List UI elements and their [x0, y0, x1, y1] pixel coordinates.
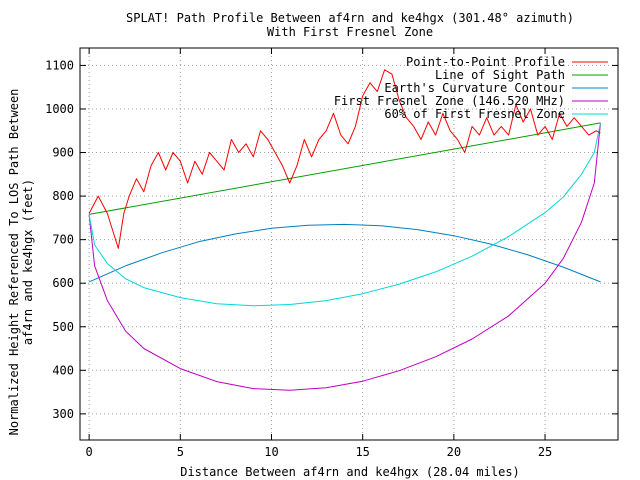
grid	[80, 48, 618, 440]
axis-ticks: 0 5 10 15 20 25 300 400 500 600 700 800 900 1000 1100	[45, 48, 618, 459]
x-tick-label: 10	[264, 445, 278, 459]
series-line-3	[88, 122, 601, 391]
y-tick-label: 300	[52, 407, 74, 421]
series-line-1	[89, 122, 601, 215]
y-axis-label-line2: af4rn and ke4hgx (feet)	[21, 179, 35, 345]
chart-title-line1: SPLAT! Path Profile Between af4rn and ke…	[126, 11, 574, 25]
y-tick-label: 1100	[45, 58, 74, 72]
x-tick-label: 25	[538, 445, 552, 459]
series-line-0	[88, 69, 601, 249]
y-tick-label: 800	[52, 189, 74, 203]
series-line-2	[88, 223, 601, 283]
legend-label: Line of Sight Path	[435, 68, 565, 82]
legend-label: 60% of First Fresnel Zone	[384, 107, 565, 121]
x-tick-label: 20	[447, 445, 461, 459]
y-tick-label: 900	[52, 146, 74, 160]
y-tick-label: 700	[52, 233, 74, 247]
plot-frame	[79, 47, 619, 441]
legend-label: First Fresnel Zone (146.520 MHz)	[334, 94, 565, 108]
legend-label: Earth's Curvature Contour	[384, 81, 565, 95]
x-axis-label: Distance Between af4rn and ke4hgx (28.04…	[180, 465, 520, 479]
x-tick-label: 15	[355, 445, 369, 459]
legend-label: Point-to-Point Profile	[406, 55, 565, 69]
y-tick-label: 600	[52, 276, 74, 290]
chart-title-line2: With First Fresnel Zone	[267, 25, 433, 39]
x-tick-label: 5	[177, 445, 184, 459]
y-tick-label: 500	[52, 320, 74, 334]
y-tick-label: 400	[52, 363, 74, 377]
y-axis-label-line1: Normalized Height Referenced To LOS Path…	[7, 89, 21, 436]
plot-series	[88, 69, 601, 391]
series-line-4	[88, 122, 601, 307]
x-tick-label: 0	[86, 445, 93, 459]
y-tick-label: 1000	[45, 102, 74, 116]
